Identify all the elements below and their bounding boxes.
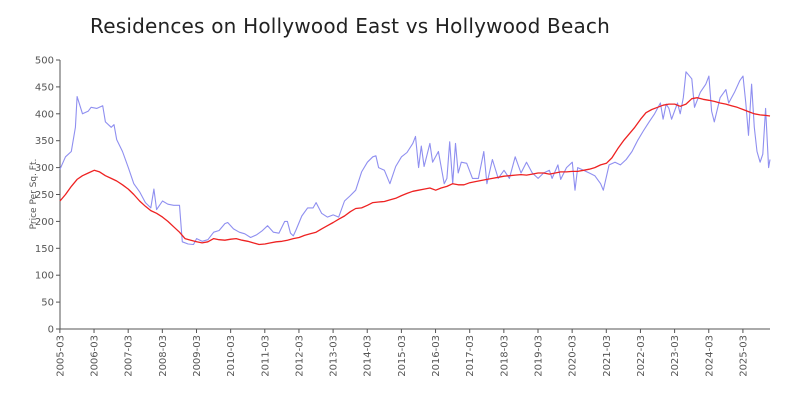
y-axis-title: Price Per Sq. Ft. (29, 159, 39, 230)
y-tick-label: 300 (35, 163, 54, 174)
y-tick-label: 500 (35, 56, 54, 67)
x-tick-label: 2014-03 (363, 335, 374, 377)
series-line-hollywood-beach (59, 97, 771, 246)
series-group (59, 71, 771, 246)
y-tick-label: 350 (35, 136, 54, 147)
x-tick-label: 2022-03 (636, 335, 647, 377)
x-tick-label: 2006-03 (90, 335, 101, 377)
y-tick-label: 200 (35, 217, 54, 228)
x-tick-label: 2008-03 (158, 335, 169, 377)
x-tick-label: 2015-03 (397, 335, 408, 377)
y-tick-label: 450 (35, 82, 54, 93)
x-tick-label: 2012-03 (294, 335, 305, 377)
chart-title: Residences on Hollywood East vs Hollywoo… (90, 14, 610, 38)
x-tick-label: 2010-03 (226, 335, 237, 377)
x-tick-label: 2023-03 (670, 335, 681, 377)
x-tick-label: 2018-03 (499, 335, 510, 377)
y-tick-label: 50 (41, 298, 54, 309)
x-tick-label: 2009-03 (192, 335, 203, 377)
x-tick-label: 2020-03 (568, 335, 579, 377)
x-tick-label: 2011-03 (260, 335, 271, 377)
x-tick-label: 2016-03 (431, 335, 442, 377)
x-tick-label: 2017-03 (465, 335, 476, 377)
x-tick-label: 2024-03 (704, 335, 715, 377)
x-tick-label: 2013-03 (329, 335, 340, 377)
x-tick-label: 2005-03 (55, 335, 66, 377)
x-tick-label: 2025-03 (738, 335, 749, 377)
x-tick-label: 2007-03 (124, 335, 135, 377)
y-tick-label: 100 (35, 271, 54, 282)
y-tick-label: 250 (35, 190, 54, 201)
y-tick-label: 150 (35, 244, 54, 255)
x-tick-label: 2019-03 (534, 335, 545, 377)
y-tick-label: 0 (48, 325, 54, 336)
y-tick-label: 400 (35, 109, 54, 120)
series-line-hollywood-east (59, 71, 771, 246)
x-tick-label: 2021-03 (602, 335, 613, 377)
x-axis: 2005-03 2006-03 2007-03 2008-03 2009-03 2010-… (55, 328, 770, 377)
y-axis: 0 50 100 150 200 250 300 350 400 450 500 (35, 56, 61, 336)
